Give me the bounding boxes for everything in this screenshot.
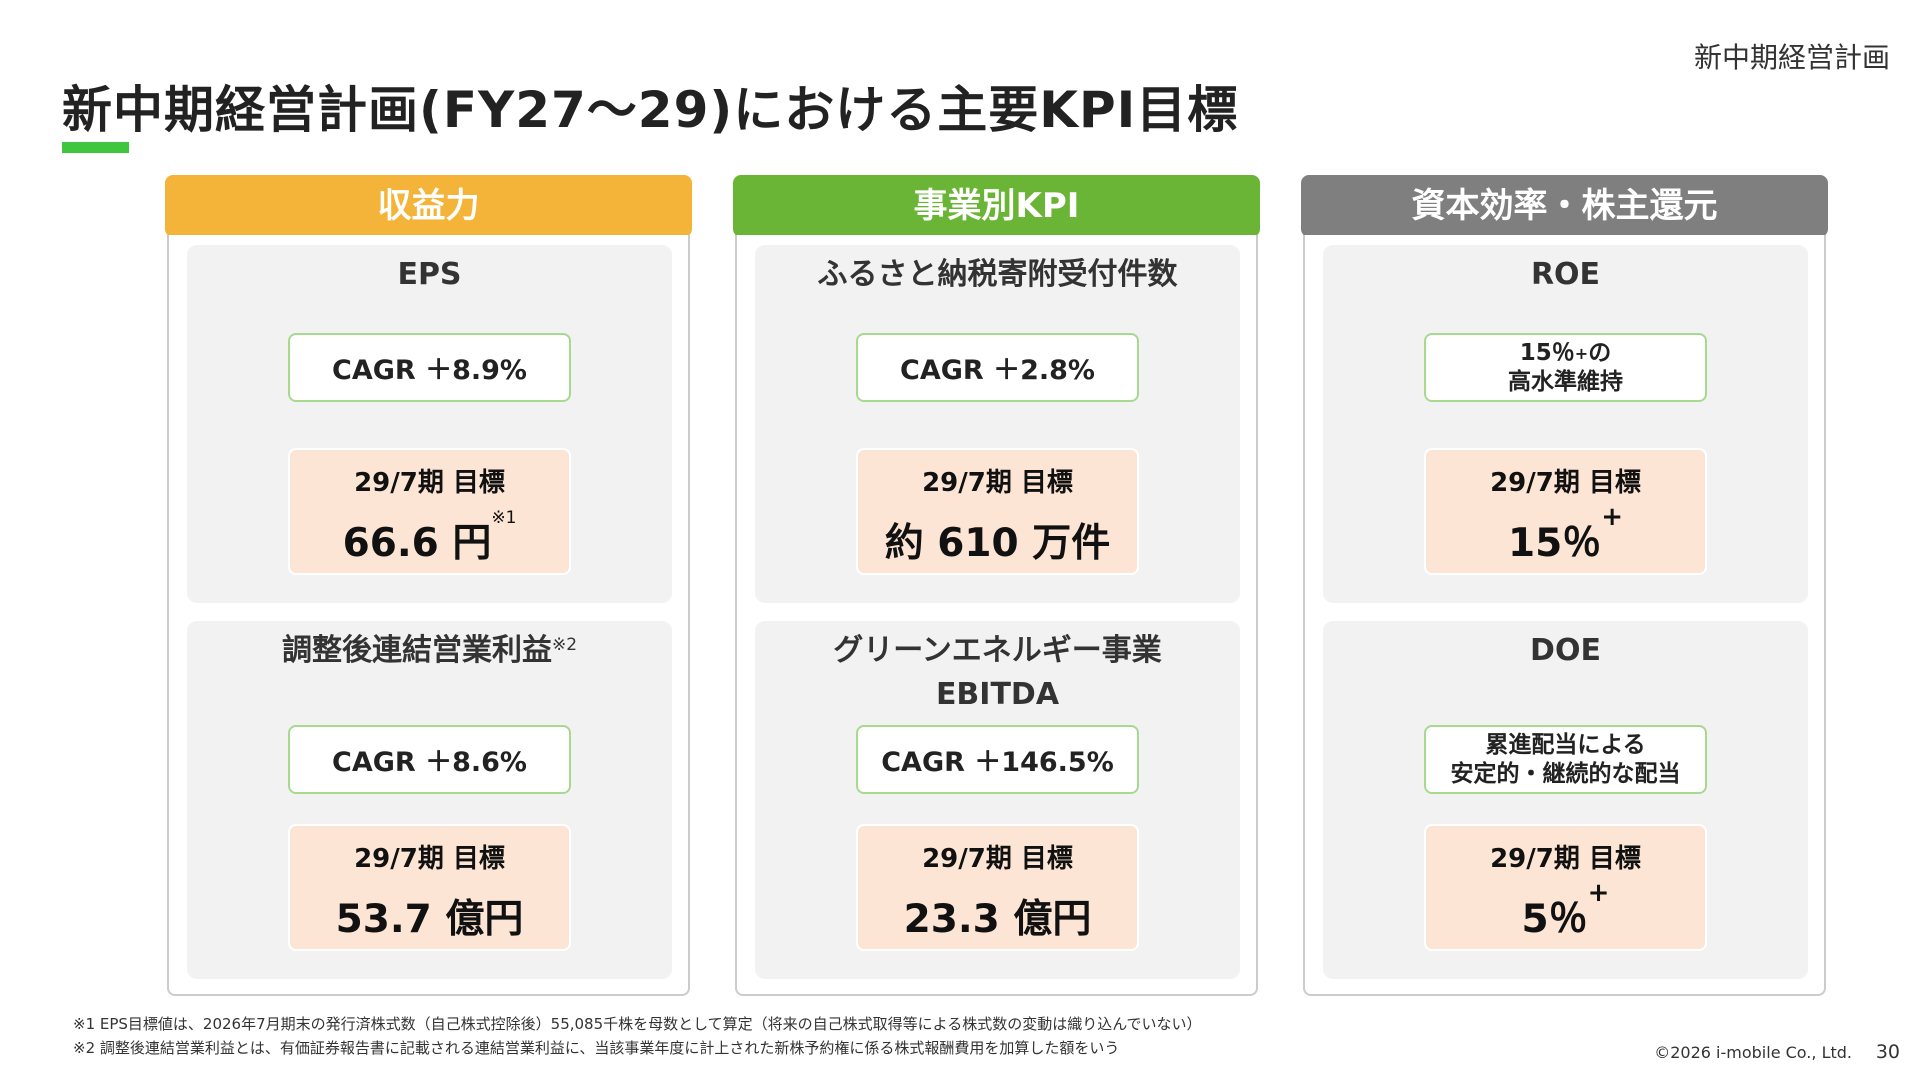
kpi-value: CAGR ＋2.8% — [900, 355, 1095, 386]
kpi-box: 15％+の 高水準維持 — [1424, 333, 1707, 402]
kpi-box: CAGR ＋8.6% — [288, 725, 571, 794]
title-accent-bar — [62, 142, 129, 153]
copyright: ©2026 i-mobile Co., Ltd. — [1654, 1043, 1852, 1062]
footnote-ref: ※1 — [491, 508, 517, 528]
panel-title: ふるさと納税寄附受付件数 — [817, 257, 1178, 292]
panel-adjusted-operating-profit: 調整後連結営業利益※2 CAGR ＋8.6% 29/7期 目標 53.7 億円 — [187, 621, 672, 979]
page-title: 新中期経営計画(FY27～29)における主要KPI目標 — [62, 81, 1239, 139]
footnote-1: ※1 EPS目標値は、2026年7月期末の発行済株式数（自己株式控除後）55,0… — [73, 1015, 1202, 1033]
panel-title: グリーンエネルギー事業 — [833, 633, 1162, 668]
column-header-business-kpi: 事業別KPI — [733, 175, 1260, 237]
column-frame: ふるさと納税寄附受付件数 CAGR ＋2.8% 29/7期 目標 約 610 万… — [735, 235, 1258, 996]
header-label: 新中期経営計画 — [1693, 41, 1890, 74]
kpi-box: 累進配当による 安定的・継続的な配当 — [1424, 725, 1707, 794]
target-label: 29/7期 目標 — [922, 468, 1073, 498]
panel-roe: ROE 15％+の 高水準維持 29/7期 目標 15％+ — [1323, 245, 1808, 603]
target-value: 66.6 円※1 — [342, 508, 517, 566]
column-profitability: 収益力 EPS CAGR ＋8.9% 29/7期 目標 66.6 円※1 調整後… — [165, 175, 692, 998]
target-box: 29/7期 目標 15％+ — [1424, 448, 1707, 575]
target-label: 29/7期 目標 — [1490, 844, 1641, 874]
kpi-line1: 累進配当による — [1485, 731, 1646, 758]
target-box: 29/7期 目標 約 610 万件 — [856, 448, 1139, 575]
panel-title: EPS — [397, 257, 462, 292]
panel-eps: EPS CAGR ＋8.9% 29/7期 目標 66.6 円※1 — [187, 245, 672, 603]
kpi-line2: 安定的・継続的な配当 — [1450, 760, 1681, 787]
panel-title: DOE — [1530, 633, 1601, 668]
kpi-box: CAGR ＋2.8% — [856, 333, 1139, 402]
panel-doe: DOE 累進配当による 安定的・継続的な配当 29/7期 目標 5％+ — [1323, 621, 1808, 979]
column-frame: EPS CAGR ＋8.9% 29/7期 目標 66.6 円※1 調整後連結営業… — [167, 235, 690, 996]
target-label: 29/7期 目標 — [354, 844, 505, 874]
page-number: 30 — [1875, 1041, 1900, 1063]
kpi-value: CAGR ＋8.6% — [332, 747, 527, 778]
footnote-ref: ※2 — [551, 635, 578, 655]
footnote-2: ※2 調整後連結営業利益とは、有価証券報告書に記載される連結営業利益に、当該事業… — [73, 1039, 1120, 1057]
kpi-box: CAGR ＋146.5% — [856, 725, 1139, 794]
target-label: 29/7期 目標 — [354, 468, 505, 498]
kpi-value: CAGR ＋146.5% — [881, 747, 1114, 778]
target-box: 29/7期 目標 66.6 円※1 — [288, 448, 571, 575]
column-header-capital-efficiency: 資本効率・株主還元 — [1301, 175, 1828, 237]
panel-green-energy-ebitda: グリーンエネルギー事業 EBITDA CAGR ＋146.5% 29/7期 目標… — [755, 621, 1240, 979]
column-header-profitability: 収益力 — [165, 175, 692, 237]
target-box: 29/7期 目標 53.7 億円 — [288, 824, 571, 951]
target-label: 29/7期 目標 — [922, 844, 1073, 874]
panel-furusato-donations: ふるさと納税寄附受付件数 CAGR ＋2.8% 29/7期 目標 約 610 万… — [755, 245, 1240, 603]
kpi-value: CAGR ＋8.9% — [332, 355, 527, 386]
panel-title: ROE — [1530, 257, 1601, 292]
kpi-box: CAGR ＋8.9% — [288, 333, 571, 402]
target-label: 29/7期 目標 — [1490, 468, 1641, 498]
kpi-line1: 15％+の — [1519, 339, 1612, 366]
target-box: 29/7期 目標 5％+ — [1424, 824, 1707, 951]
kpi-line2: 高水準維持 — [1508, 368, 1623, 395]
column-capital-efficiency: 資本効率・株主還元 ROE 15％+の 高水準維持 29/7期 目標 15％+ … — [1301, 175, 1828, 998]
panel-title-line2: EBITDA — [935, 677, 1060, 712]
target-box: 29/7期 目標 23.3 億円 — [856, 824, 1139, 951]
target-value: 15％+ — [1507, 502, 1624, 566]
target-value: 5％+ — [1521, 878, 1610, 942]
target-value: 約 610 万件 — [884, 521, 1111, 566]
panel-title: 調整後連結営業利益※2 — [281, 633, 578, 668]
column-frame: ROE 15％+の 高水準維持 29/7期 目標 15％+ DOE 累進配当によ… — [1303, 235, 1826, 996]
column-business-kpi: 事業別KPI ふるさと納税寄附受付件数 CAGR ＋2.8% 29/7期 目標 … — [733, 175, 1260, 998]
target-value: 23.3 億円 — [903, 897, 1092, 942]
target-value: 53.7 億円 — [335, 897, 524, 942]
